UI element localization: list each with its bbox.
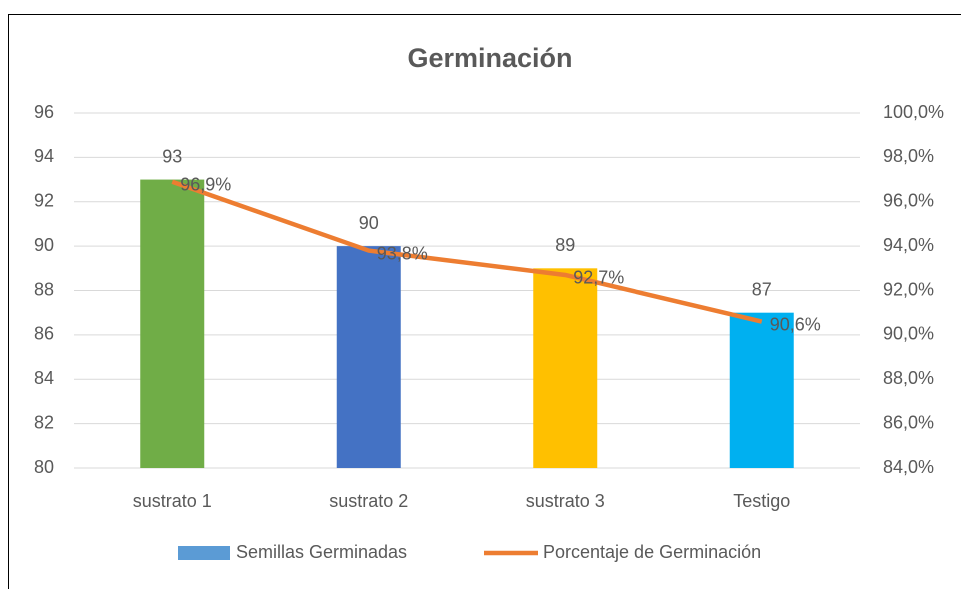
bar (729, 312, 794, 468)
y2-tick-label: 86,0% (883, 412, 934, 432)
y-tick-label: 92 (34, 191, 54, 211)
y2-tick-label: 90,0% (883, 324, 934, 344)
bar (533, 268, 598, 468)
legend-label: Porcentaje de Germinación (543, 542, 761, 562)
y-tick-label: 82 (34, 412, 54, 432)
bar (140, 179, 205, 468)
bar-value-label: 87 (752, 279, 772, 299)
bar-value-label: 90 (359, 213, 379, 233)
y2-tick-label: 92,0% (883, 279, 934, 299)
x-tick-label: sustrato 1 (133, 491, 212, 511)
y-tick-label: 94 (34, 146, 54, 166)
bar-value-label: 93 (162, 146, 182, 166)
bar-value-label: 89 (555, 235, 575, 255)
y-tick-label: 86 (34, 324, 54, 344)
y2-tick-label: 96,0% (883, 191, 934, 211)
x-tick-label: sustrato 3 (526, 491, 605, 511)
y-tick-label: 96 (34, 102, 54, 122)
bar (336, 246, 401, 468)
y-tick-label: 90 (34, 235, 54, 255)
y2-tick-label: 88,0% (883, 368, 934, 388)
chart-title: Germinación (407, 43, 572, 73)
line-value-label: 96,9% (180, 175, 231, 195)
line-value-label: 90,6% (770, 314, 821, 334)
legend-label: Semillas Germinadas (236, 542, 407, 562)
line (171, 179, 763, 324)
y-tick-label: 80 (34, 457, 54, 477)
line-value-label: 92,7% (573, 268, 624, 288)
x-tick-label: Testigo (733, 491, 790, 511)
y2-tick-label: 84,0% (883, 457, 934, 477)
x-tick-label: sustrato 2 (329, 491, 408, 511)
y-tick-label: 88 (34, 279, 54, 299)
y2-tick-label: 98,0% (883, 146, 934, 166)
legend-swatch (178, 546, 230, 560)
line-value-label: 93,8% (377, 243, 428, 263)
y2-tick-label: 94,0% (883, 235, 934, 255)
y-tick-label: 84 (34, 368, 54, 388)
y2-tick-label: 100,0% (883, 102, 944, 122)
